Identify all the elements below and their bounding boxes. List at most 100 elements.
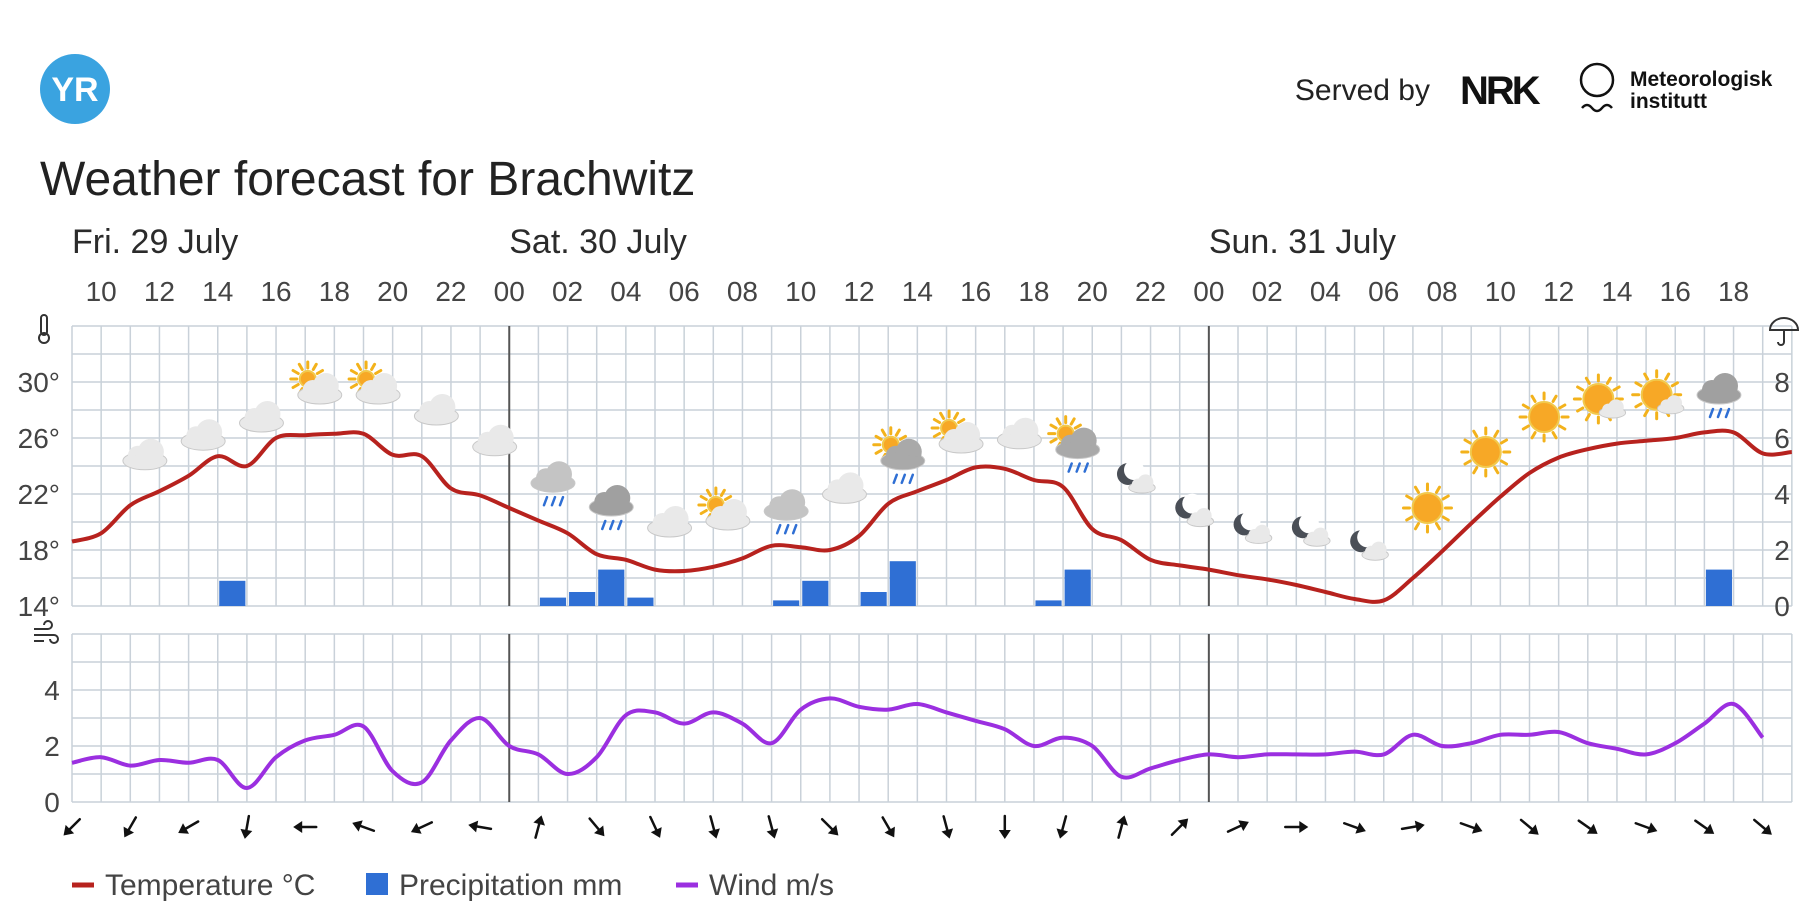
precip-axis-tick: 4 <box>1774 479 1790 510</box>
met-line1: Meteorologisk <box>1630 68 1773 91</box>
nrk-logo[interactable]: NRK <box>1460 69 1544 113</box>
legend-swatch <box>366 873 388 895</box>
hour-tick-label: 06 <box>1368 276 1399 307</box>
wind-axis-tick: 4 <box>44 675 60 706</box>
hour-tick-label: 14 <box>1601 276 1632 307</box>
moon-cloud-icon <box>1291 513 1331 547</box>
cloud-rain-icon <box>763 489 809 535</box>
wind-direction-arrow <box>1170 818 1189 837</box>
hour-tick-label: 12 <box>1543 276 1574 307</box>
hour-tick-label: 04 <box>610 276 641 307</box>
wind-direction-arrow <box>178 820 200 834</box>
cloud-icon <box>122 438 168 471</box>
wind-direction-arrow <box>1459 821 1483 834</box>
partly-sunny-rain-icon <box>1047 415 1101 473</box>
sun-icon <box>1401 482 1453 534</box>
hour-tick-label: 18 <box>1018 276 1049 307</box>
sun-icon <box>1460 426 1512 478</box>
yr-logo[interactable]: YR <box>40 54 110 124</box>
wind-direction-arrow <box>1116 815 1128 839</box>
moon-cloud-icon <box>1233 510 1273 544</box>
moon-cloud-icon <box>1116 460 1156 494</box>
hour-tick-label: 14 <box>902 276 933 307</box>
hour-tick-label: 00 <box>1193 276 1224 307</box>
wind-direction-arrow <box>293 821 318 833</box>
hour-tick-label: 02 <box>1252 276 1283 307</box>
partly-sunny-icon <box>347 360 401 405</box>
temp-axis-tick: 22° <box>18 479 60 510</box>
thermometer-icon <box>38 314 50 344</box>
legend-item: Wind m/s <box>676 869 834 902</box>
hour-tick-label: 08 <box>727 276 758 307</box>
precip-bar <box>1064 569 1091 606</box>
legend-label: Temperature °C <box>105 869 315 902</box>
wind-direction-arrow <box>1519 818 1539 835</box>
cloud-rain-icon <box>530 461 576 507</box>
hour-tick-label: 16 <box>960 276 991 307</box>
precip-bar <box>1035 600 1062 606</box>
page-title: Weather forecast for Brachwitz <box>40 153 695 206</box>
hour-tick-label: 20 <box>377 276 408 307</box>
day-label: Fri. 29 July <box>72 223 238 261</box>
legend-label: Precipitation mm <box>399 869 622 902</box>
partly-sunny-rain-icon <box>872 426 926 485</box>
met-institute-logo[interactable]: Meteorologisk institutt <box>1579 62 1773 113</box>
wind-direction-arrow <box>240 814 253 839</box>
precip-axis-tick: 0 <box>1774 591 1790 622</box>
cloud-icon <box>180 419 226 451</box>
hour-tick-label: 16 <box>260 276 291 307</box>
hour-tick-label: 04 <box>1310 276 1341 307</box>
wind-direction-arrow <box>998 814 1011 839</box>
hour-tick-label: 00 <box>494 276 525 307</box>
hour-tick-label: 10 <box>86 276 117 307</box>
wind-direction-arrow <box>468 820 493 833</box>
wind-direction-arrow <box>352 820 376 833</box>
wind-direction-arrow <box>410 821 434 834</box>
dark-cloud-rain-icon <box>1696 373 1742 419</box>
wind-line <box>71 696 1765 790</box>
precip-bar <box>598 569 625 606</box>
precip-axis-tick: 2 <box>1774 535 1790 566</box>
partly-sunny-icon <box>289 360 343 405</box>
wind-direction-arrow <box>123 816 138 838</box>
hour-tick-label: 10 <box>1485 276 1516 307</box>
wind-direction-arrow <box>1753 818 1772 835</box>
wind-direction-arrow <box>1577 819 1598 834</box>
temp-axis-tick: 18° <box>18 535 60 566</box>
day-label: Sat. 30 July <box>509 223 687 261</box>
wind-direction-arrow <box>766 815 779 839</box>
wind-direction-arrow <box>1634 821 1658 834</box>
hour-tick-label: 22 <box>1135 276 1166 307</box>
wind-axis-tick: 2 <box>44 731 60 762</box>
precip-bar <box>889 561 916 606</box>
temperature-line <box>71 428 1793 604</box>
hour-tick-label: 06 <box>669 276 700 307</box>
met-wave-icon <box>1581 103 1613 113</box>
wind-direction-arrow <box>533 815 545 839</box>
hour-tick-label: 18 <box>1718 276 1749 307</box>
precip-axis-tick: 8 <box>1774 367 1790 398</box>
cloud-icon <box>413 394 459 426</box>
wind-direction-arrow <box>1343 821 1366 834</box>
wind-direction-arrow <box>1694 819 1715 834</box>
cloud-icon <box>472 424 518 457</box>
precip-bar <box>1705 569 1733 606</box>
precip-bar <box>219 580 246 606</box>
wind-direction-arrow <box>1056 815 1069 839</box>
cloud-icon <box>996 417 1042 450</box>
wind-direction-arrow <box>1226 820 1249 833</box>
hour-tick-label: 10 <box>785 276 816 307</box>
met-line2: institutt <box>1630 90 1707 113</box>
hour-tick-label: 18 <box>319 276 350 307</box>
hour-tick-label: 20 <box>1077 276 1108 307</box>
hour-tick-label: 12 <box>843 276 874 307</box>
served-by-label: Served by <box>1295 74 1430 107</box>
wind-axis-tick: 0 <box>44 787 60 818</box>
legend-label: Wind m/s <box>709 869 834 902</box>
precip-bar <box>860 592 887 606</box>
cloud-icon <box>821 472 867 504</box>
day-label: Sun. 31 July <box>1209 223 1396 261</box>
wind-direction-arrow <box>708 815 720 839</box>
moon-cloud-icon <box>1175 493 1214 528</box>
